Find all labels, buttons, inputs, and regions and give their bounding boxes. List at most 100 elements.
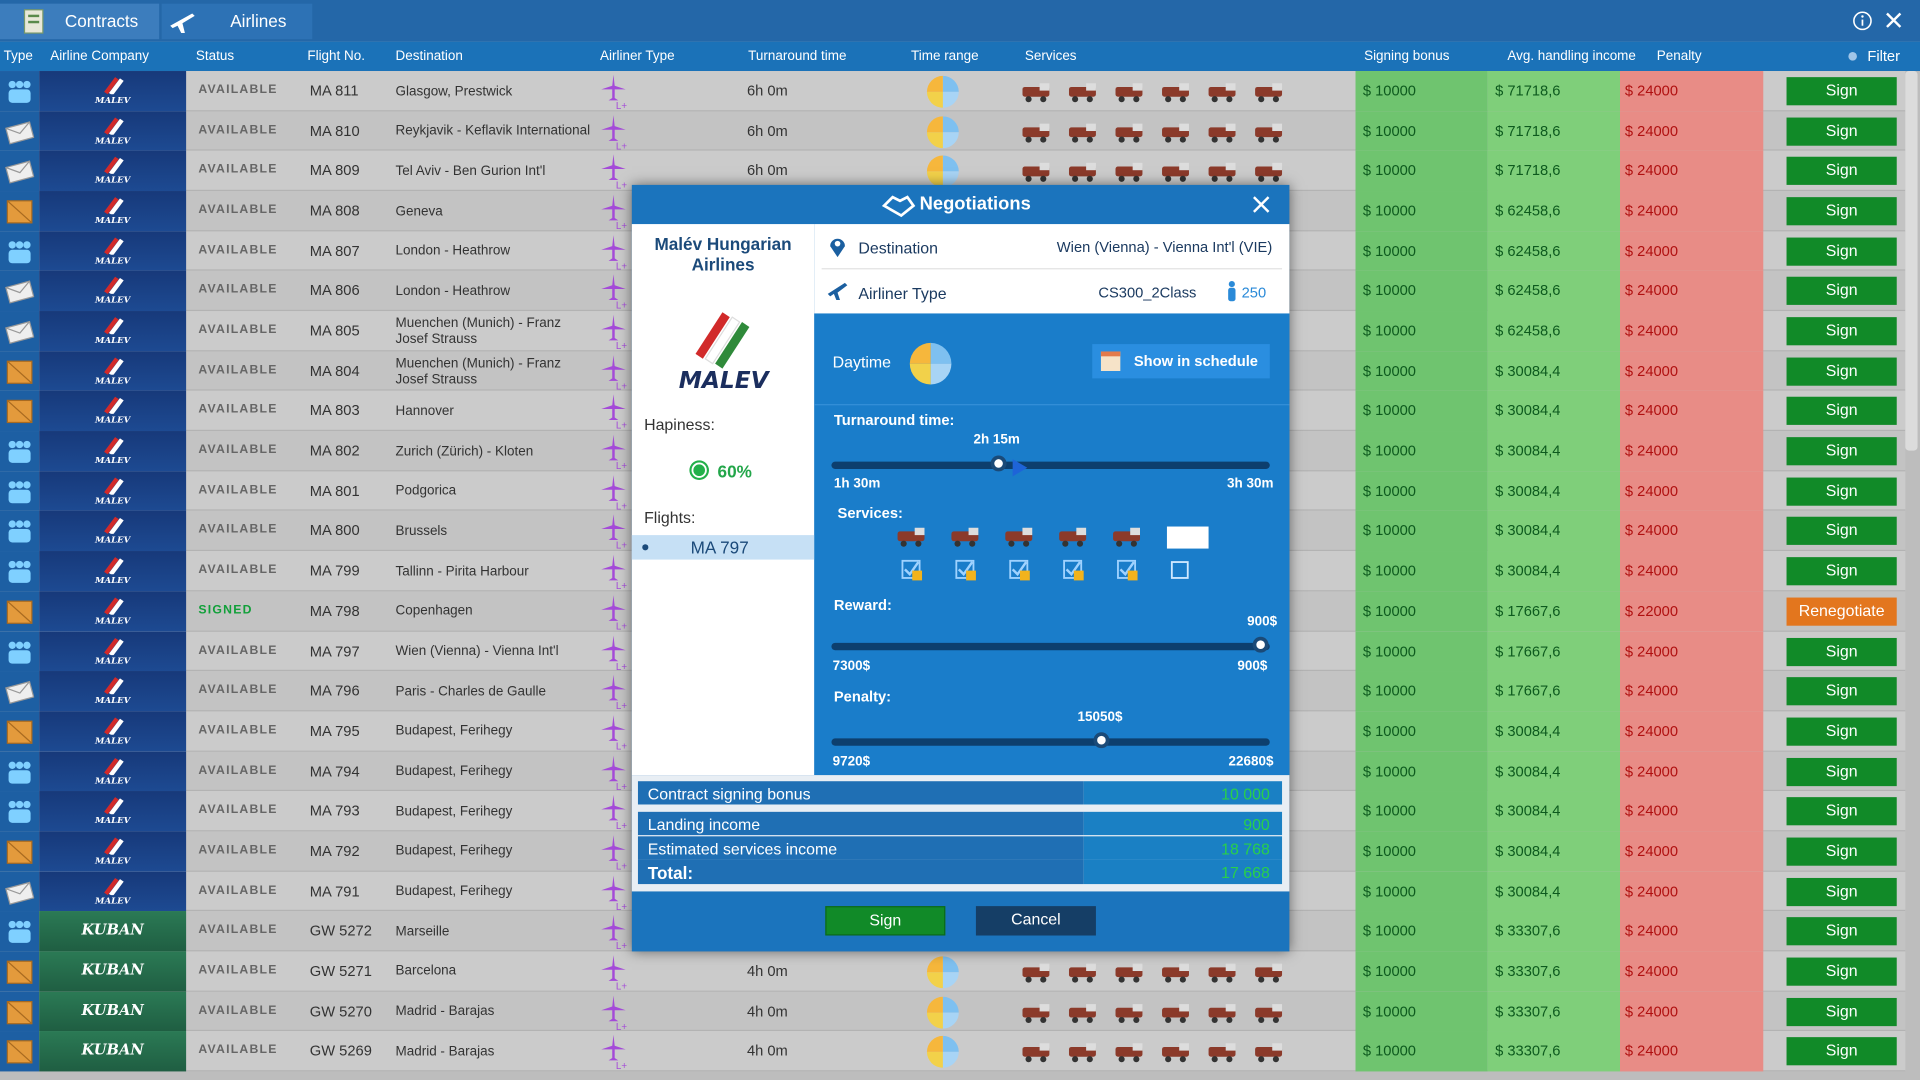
sign-button[interactable]: Sign (1786, 357, 1897, 386)
penalty-cell (1620, 111, 1764, 152)
airline-logo: MALEV (39, 511, 187, 552)
sign-button[interactable]: Sign (1786, 957, 1897, 986)
type-icon (6, 960, 33, 984)
sign-button[interactable]: Sign (1786, 717, 1897, 746)
destination-value: Wien (Vienna) - Vienna Int'l (VIE) (1056, 238, 1273, 256)
signing-bonus: $ 10000 (1362, 82, 1416, 100)
sign-button[interactable]: Sign (1786, 437, 1897, 466)
sign-button[interactable]: Sign (1786, 237, 1897, 266)
renegotiate-button[interactable]: Renegotiate (1786, 597, 1897, 626)
sign-button[interactable]: Sign (1786, 317, 1897, 346)
sign-button[interactable]: Sign (1786, 637, 1897, 666)
flight-number: GW 5269 (309, 1042, 372, 1060)
scrollbar[interactable] (1905, 71, 1918, 451)
table-row[interactable]: KUBAN AVAILABLE GW 5270 Madrid - Barajas L+ 4… (0, 991, 1906, 1032)
logo-mark (104, 837, 124, 855)
filter-button[interactable]: Filter (1867, 47, 1901, 65)
window-controls[interactable] (1851, 11, 1912, 33)
status: AVAILABLE (198, 483, 278, 497)
penalty: $ 24000 (1624, 402, 1679, 420)
flight-item[interactable]: MA 797 (631, 535, 815, 560)
sign-button[interactable]: Sign (1786, 117, 1897, 146)
summary-label-cell (637, 811, 1084, 836)
airliner-icon: L+ (601, 995, 627, 1031)
sign-button[interactable]: Sign (825, 906, 946, 936)
destination: Podgorica (395, 484, 457, 499)
sign-button[interactable]: Sign (1786, 557, 1897, 586)
svg-text:L+: L+ (616, 261, 627, 270)
sign-button[interactable]: Sign (1786, 197, 1897, 226)
type-icon (6, 200, 33, 224)
destination: Budapest, Ferihegy (395, 804, 513, 819)
signing-bonus: $ 10000 (1362, 1042, 1416, 1060)
summary-label: Contract signing bonus (647, 784, 811, 804)
reward-slider[interactable] (831, 642, 1270, 651)
sign-button[interactable]: Sign (1786, 997, 1897, 1026)
income-cell (1487, 791, 1621, 832)
tab-airlines[interactable]: Airlines (230, 11, 287, 31)
logo-mark (104, 77, 124, 95)
show-in-schedule-button[interactable]: Show in schedule (1092, 344, 1270, 379)
status: AVAILABLE (198, 83, 278, 97)
sign-button[interactable]: Sign (1786, 837, 1897, 866)
sign-button[interactable]: Sign (1786, 77, 1897, 106)
turnaround-label: Turnaround time: (833, 411, 955, 429)
status: AVAILABLE (198, 123, 278, 137)
tab-contracts[interactable]: Contracts (64, 11, 139, 31)
table-row[interactable]: KUBAN AVAILABLE GW 5269 Madrid - Barajas L+ 4… (0, 1031, 1906, 1072)
income: $ 30084,4 (1495, 522, 1561, 540)
table-row[interactable]: MALEV AVAILABLE MA 810 Reykjavik - Keflavik… (0, 111, 1906, 152)
penalty-slider[interactable] (831, 738, 1270, 746)
airliner-icon: L+ (601, 234, 627, 270)
sign-button[interactable]: Sign (1786, 677, 1897, 706)
signing-bonus-cell (1355, 831, 1488, 872)
turnaround-knob[interactable] (990, 455, 1007, 472)
income: $ 62458,6 (1495, 242, 1561, 260)
cancel-button[interactable]: Cancel (975, 906, 1096, 936)
penalty-knob[interactable] (1093, 732, 1110, 749)
svg-text:L+: L+ (616, 221, 627, 230)
sign-button[interactable]: Sign (1786, 397, 1897, 426)
svg-text:L+: L+ (616, 501, 627, 510)
sign-button[interactable]: Sign (1786, 797, 1897, 826)
table-row[interactable]: KUBAN AVAILABLE GW 5271 Barcelona L+ 4h 0m $ 1… (0, 951, 1906, 992)
airliner-icon: L+ (601, 955, 627, 991)
svg-text:L+: L+ (616, 621, 627, 630)
airliner-icon: L+ (601, 834, 627, 870)
sign-button[interactable]: Sign (1786, 757, 1897, 786)
sign-button[interactable]: Sign (1786, 917, 1897, 946)
airline-logo: MALEV (39, 391, 187, 432)
airliner-icon: L+ (601, 754, 627, 790)
logo-text: MALEV (94, 494, 131, 506)
table-row[interactable]: MALEV AVAILABLE MA 802 Zurich (Zürich) - Kl… (0, 431, 1906, 472)
turnaround-slider[interactable] (831, 461, 1270, 469)
sign-button[interactable]: Sign (1786, 477, 1897, 506)
sign-button[interactable]: Sign (1786, 1037, 1897, 1066)
table-row[interactable]: MALEV AVAILABLE MA 811 Glasgow, Prestwick L+… (0, 71, 1906, 112)
sign-button[interactable]: Sign (1786, 157, 1897, 186)
close-button[interactable] (1251, 195, 1271, 215)
signing-bonus: $ 10000 (1362, 402, 1416, 420)
logo-mark (104, 717, 124, 735)
airline-logo: MALEV (39, 311, 187, 352)
flight-number: MA 796 (309, 682, 360, 700)
table-row[interactable]: MALEV AVAILABLE MA 796 Paris - Charles de G… (0, 671, 1906, 712)
income-cell (1487, 591, 1621, 632)
destination: Muenchen (Munich) - Franz Josef Strauss (395, 356, 561, 387)
sign-button[interactable]: Sign (1786, 517, 1897, 546)
airline-logo: MALEV (39, 351, 187, 392)
column-title: Status (195, 48, 235, 64)
airline-logo: MALEV (679, 312, 771, 391)
type-icon (5, 160, 35, 185)
sign-button[interactable]: Sign (1786, 877, 1897, 906)
svg-text:L+: L+ (616, 461, 627, 470)
table-row[interactable]: MALEV AVAILABLE MA 791 Budapest, Ferihegy L+… (0, 871, 1906, 912)
sign-button[interactable]: Sign (1786, 277, 1897, 306)
signing-bonus-cell (1355, 871, 1488, 912)
type-icon (6, 360, 33, 384)
income-cell (1487, 151, 1621, 192)
reward-knob[interactable] (1252, 636, 1269, 653)
signing-bonus: $ 10000 (1362, 682, 1416, 700)
penalty: $ 24000 (1624, 962, 1679, 980)
